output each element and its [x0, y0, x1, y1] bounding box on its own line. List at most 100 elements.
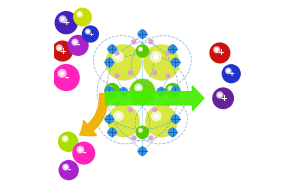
Circle shape [108, 58, 111, 61]
Text: -: - [65, 73, 69, 82]
Circle shape [77, 12, 82, 17]
Circle shape [212, 45, 230, 63]
Circle shape [70, 37, 88, 55]
Circle shape [224, 66, 240, 83]
Circle shape [213, 88, 233, 108]
Circle shape [174, 92, 177, 95]
Circle shape [160, 93, 163, 96]
Circle shape [141, 35, 144, 38]
Text: -: - [77, 41, 80, 50]
Circle shape [113, 52, 123, 62]
Circle shape [163, 90, 166, 93]
Circle shape [105, 89, 108, 92]
Circle shape [171, 45, 174, 48]
Circle shape [77, 146, 83, 153]
Circle shape [172, 87, 179, 94]
Circle shape [136, 45, 148, 57]
Circle shape [105, 61, 108, 64]
Circle shape [108, 131, 111, 134]
Circle shape [54, 43, 72, 61]
Circle shape [59, 161, 78, 180]
Circle shape [218, 94, 221, 96]
Circle shape [105, 59, 113, 66]
Circle shape [58, 70, 66, 77]
Circle shape [105, 118, 108, 121]
Circle shape [114, 111, 123, 121]
Circle shape [61, 18, 64, 21]
Circle shape [135, 84, 142, 91]
Circle shape [174, 115, 177, 118]
Circle shape [111, 61, 114, 64]
Text: +: + [60, 46, 66, 56]
Circle shape [137, 86, 140, 89]
Circle shape [63, 164, 69, 170]
Circle shape [119, 90, 122, 93]
Circle shape [174, 86, 177, 89]
Circle shape [108, 45, 116, 53]
Circle shape [174, 58, 177, 61]
Circle shape [149, 136, 153, 140]
Circle shape [150, 52, 161, 62]
Circle shape [141, 153, 144, 156]
Circle shape [166, 51, 170, 55]
Circle shape [214, 47, 220, 53]
Circle shape [168, 86, 173, 91]
Circle shape [115, 51, 119, 55]
Circle shape [177, 118, 180, 121]
Circle shape [132, 82, 155, 104]
Text: +: + [217, 48, 224, 57]
Circle shape [73, 142, 94, 164]
Circle shape [84, 28, 99, 42]
Circle shape [158, 88, 165, 95]
Circle shape [111, 108, 139, 137]
Circle shape [60, 134, 78, 151]
Circle shape [166, 74, 170, 78]
Circle shape [111, 118, 114, 121]
Circle shape [169, 129, 176, 136]
Circle shape [172, 115, 179, 123]
Circle shape [137, 127, 149, 139]
Circle shape [74, 8, 91, 26]
Circle shape [117, 114, 120, 118]
Circle shape [60, 72, 64, 75]
Circle shape [174, 131, 177, 134]
Circle shape [160, 87, 163, 90]
Circle shape [108, 115, 111, 118]
Circle shape [74, 41, 76, 43]
Circle shape [79, 13, 81, 15]
Circle shape [153, 55, 158, 59]
Circle shape [128, 71, 132, 75]
Text: +: + [88, 32, 94, 36]
Circle shape [108, 64, 111, 67]
Circle shape [171, 50, 174, 53]
Text: +: + [220, 94, 227, 103]
Circle shape [174, 64, 177, 67]
FancyArrowPatch shape [80, 93, 108, 136]
Circle shape [111, 128, 114, 131]
Circle shape [177, 89, 180, 92]
Circle shape [53, 65, 79, 90]
Circle shape [53, 41, 72, 61]
Circle shape [132, 40, 136, 44]
Circle shape [174, 48, 177, 51]
Circle shape [122, 87, 125, 90]
Circle shape [152, 111, 161, 121]
Circle shape [222, 65, 240, 83]
Circle shape [115, 102, 119, 106]
Circle shape [165, 84, 180, 98]
Circle shape [58, 47, 60, 49]
Circle shape [115, 74, 119, 78]
Circle shape [108, 48, 111, 51]
Circle shape [86, 29, 90, 34]
Circle shape [75, 10, 91, 26]
Circle shape [122, 93, 125, 96]
Circle shape [139, 47, 142, 51]
Circle shape [111, 50, 114, 53]
Circle shape [72, 39, 78, 45]
Circle shape [106, 45, 141, 80]
Circle shape [174, 120, 177, 123]
Circle shape [108, 120, 111, 123]
Circle shape [128, 108, 132, 112]
Circle shape [138, 150, 141, 153]
Circle shape [109, 88, 111, 89]
